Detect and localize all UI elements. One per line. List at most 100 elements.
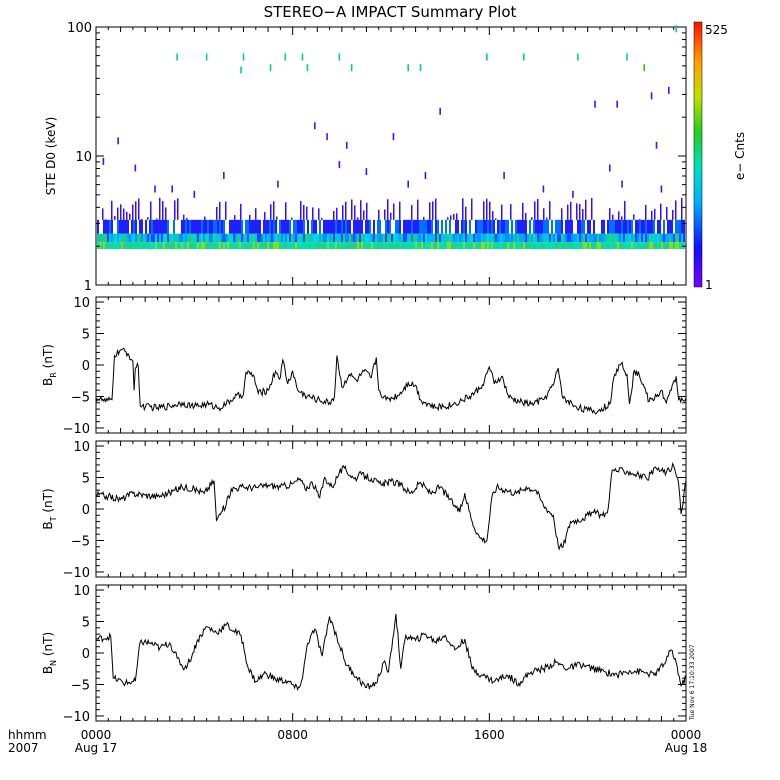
ste-band-cell <box>337 219 339 234</box>
ste-band-cell <box>541 219 543 234</box>
ste-band-cell <box>617 242 619 250</box>
br-ylabel-sub: R <box>49 372 58 378</box>
ste-band-cell <box>329 233 331 243</box>
ste-band-cell <box>539 219 541 234</box>
ste-band-cell <box>133 219 135 234</box>
ste-band-cell <box>413 233 415 243</box>
ste-band-cell <box>319 242 321 250</box>
ste-band-cell <box>259 242 261 250</box>
bn-ytick-label: 0 <box>82 647 90 662</box>
ste-band-cell <box>403 233 405 243</box>
ste-band-cell <box>429 242 431 250</box>
ste-band-cell <box>179 233 181 243</box>
ste-band-cell <box>395 219 397 234</box>
ste-band-cell <box>303 242 305 250</box>
ste-band-cell <box>241 233 243 243</box>
ste-band-cell <box>281 242 283 250</box>
ste-band-cell <box>291 217 293 220</box>
ste-band-cell <box>273 201 275 220</box>
ste-band-cell <box>479 219 481 234</box>
bt-ytick-label: 10 <box>73 440 90 455</box>
ste-band-cell <box>365 219 367 234</box>
ste-band-cell <box>251 233 253 243</box>
ste-hit <box>594 100 596 108</box>
ste-band-cell <box>199 242 201 250</box>
bt-axes: 10 5 0 −5 −10 <box>63 440 687 581</box>
ste-band-cell <box>546 217 548 220</box>
ste-hit <box>419 64 422 72</box>
ste-band-cell <box>456 213 458 220</box>
ste-band-cell <box>333 233 335 243</box>
ste-band-cell <box>259 233 261 243</box>
ste-band-cell <box>557 219 559 234</box>
ste-band-cell <box>119 219 121 234</box>
ste-band-cell <box>291 242 293 250</box>
ste-band-cell <box>183 242 185 250</box>
ste-hit <box>306 64 309 72</box>
ste-band-cell <box>147 242 149 250</box>
ste-band-cell <box>389 233 391 243</box>
ste-band-cell <box>351 242 353 250</box>
ste-band-cell <box>157 219 159 234</box>
ste-hit <box>284 53 287 61</box>
ste-band-cell <box>531 217 533 220</box>
ste-band-cell <box>309 233 311 243</box>
ste-band-cell <box>547 242 549 250</box>
ste-band-cell <box>663 242 665 250</box>
ste-band-cell <box>583 219 585 234</box>
ste-band-cell <box>245 242 247 250</box>
ste-band-cell <box>307 233 309 243</box>
ste-band-cell <box>319 219 321 234</box>
ste-band-cell <box>357 219 359 234</box>
ste-band-cell <box>583 242 585 250</box>
ste-band-cell <box>393 242 395 250</box>
colorbar-label: e− Cnts <box>733 132 747 180</box>
ste-hit <box>616 100 618 108</box>
ste-band-cell <box>417 233 419 243</box>
ste-dense-band <box>97 197 685 250</box>
ste-band-cell <box>501 233 503 243</box>
ste-band-cell <box>651 210 653 220</box>
ste-band-cell <box>217 242 219 250</box>
ste-band-cell <box>395 233 397 243</box>
ste-band-cell <box>295 233 297 243</box>
ste-band-cell <box>624 200 626 220</box>
ste-band-cell <box>119 242 121 250</box>
ste-band-cell <box>173 242 175 250</box>
ste-band-cell <box>645 204 647 220</box>
br-ylabel-symbol: B <box>41 378 55 386</box>
ste-band-cell <box>247 219 249 234</box>
ste-band-cell <box>579 233 581 243</box>
ste-band-cell <box>429 219 431 234</box>
ste-band-cell <box>147 217 149 220</box>
ste-band-cell <box>635 242 637 250</box>
ste-band-cell <box>138 198 140 220</box>
ste-hit <box>650 92 653 100</box>
ste-band-cell <box>571 242 573 250</box>
ste-band-cell <box>389 242 391 250</box>
ste-band-cell <box>479 242 481 250</box>
ste-band-cell <box>120 204 122 220</box>
ste-band-cell <box>323 219 325 234</box>
ste-band-cell <box>491 242 493 250</box>
ste-band-cell <box>417 219 419 234</box>
ste-panel: 1 10 100 STE D0 (keV) 525 1 e− Cnts <box>44 21 747 294</box>
ste-hit <box>577 53 579 61</box>
ste-band-cell <box>163 219 165 234</box>
ste-band-cell <box>264 211 266 220</box>
ste-band-cell <box>281 233 283 243</box>
ste-band-cell <box>243 242 245 250</box>
ste-band-cell <box>345 233 347 243</box>
ste-band-cell <box>587 242 589 250</box>
ste-band-cell <box>213 233 215 243</box>
ste-band-cell <box>509 242 511 250</box>
ste-band-cell <box>129 242 131 250</box>
ste-band-cell <box>483 201 485 220</box>
ste-band-cell <box>619 219 621 234</box>
x-axis-year-label: 2007 <box>8 741 39 755</box>
ste-band-cell <box>411 233 413 243</box>
ste-band-cell <box>539 233 541 243</box>
ste-band-cell <box>237 233 239 243</box>
br-ytick-label: 5 <box>82 328 90 343</box>
ste-band-cell <box>105 242 107 250</box>
